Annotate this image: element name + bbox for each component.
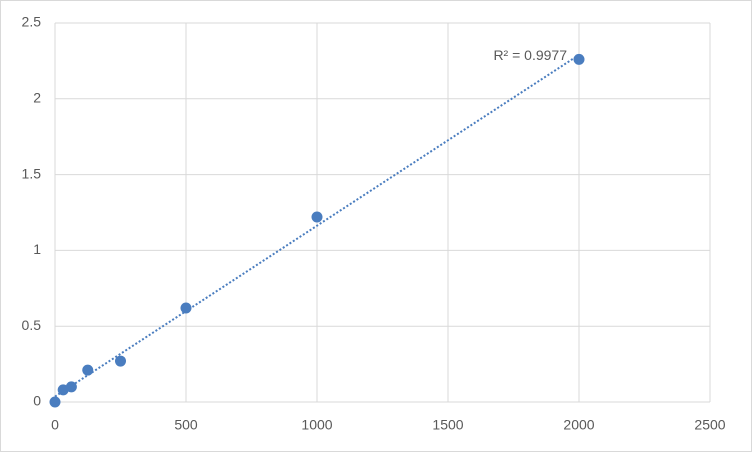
x-tick-label: 2000 [563, 417, 594, 433]
y-tick-label: 2.5 [22, 14, 42, 30]
y-tick-label: 0 [33, 393, 41, 409]
x-tick-label: 1000 [301, 417, 332, 433]
point [82, 364, 94, 376]
x-tick-label: 2500 [694, 417, 725, 433]
point [49, 396, 61, 408]
annotation: R² = 0.9977 [493, 47, 567, 63]
point [311, 211, 323, 223]
y-tick-label: 1 [33, 241, 41, 257]
x-tick-label: 1500 [432, 417, 463, 433]
y-tick-label: 2 [33, 90, 41, 106]
point [180, 302, 192, 314]
x-tick-label: 500 [174, 417, 198, 433]
trendline [54, 54, 580, 398]
x-tick-label: 0 [51, 417, 59, 433]
point [115, 355, 126, 367]
point [65, 381, 77, 393]
y-tick-label: 1.5 [22, 165, 42, 181]
point [573, 53, 585, 65]
y-tick-label: 0.5 [22, 317, 42, 333]
